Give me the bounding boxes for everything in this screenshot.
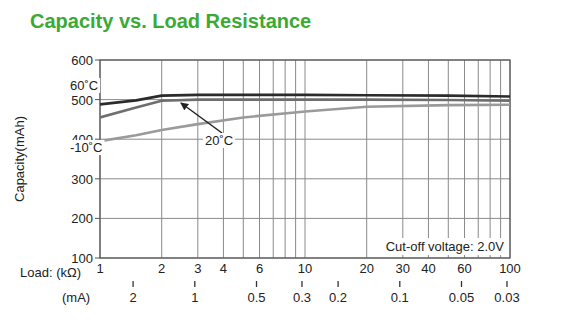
x-minor-grid-line	[500, 60, 501, 258]
x-grid-line	[428, 60, 429, 258]
x-tick-label: 2	[158, 261, 165, 276]
x-grid-line	[402, 60, 403, 258]
x2-tick	[132, 281, 133, 287]
y-tick	[95, 178, 100, 179]
title: Capacity vs. Load Resistance	[30, 10, 311, 32]
x2-tick-label: 0.2	[329, 290, 347, 305]
x2-axis-label: (mA)	[62, 290, 90, 305]
x-tick-label: 20	[359, 261, 373, 276]
series-label: 60˚C	[70, 78, 98, 93]
x2-tick-label: 0.3	[293, 290, 311, 305]
x-grid-line	[197, 60, 198, 258]
y-tick-label: 100	[71, 251, 93, 266]
y-tick	[95, 218, 100, 219]
y-tick	[95, 258, 100, 259]
x-minor-grid-line	[448, 60, 449, 258]
x-minor-grid-line	[295, 60, 296, 258]
x-minor-grid-line	[285, 60, 286, 258]
plot-frame	[100, 60, 510, 258]
x-minor-grid-line	[243, 60, 244, 258]
y-tick	[95, 99, 100, 100]
y-tick-label: 300	[71, 172, 93, 187]
x2-tick-label: 0.5	[247, 290, 265, 305]
x2-tick	[399, 281, 400, 287]
x2-tick	[337, 281, 338, 287]
grid	[100, 60, 510, 258]
x2-tick	[301, 281, 302, 287]
y-axis-label: Capacity(mAh)	[12, 116, 27, 202]
label-background	[203, 133, 235, 148]
x-grid-line	[259, 60, 260, 258]
label-background	[68, 140, 105, 155]
series-label: -10˚C	[70, 140, 103, 155]
x2-tick-label: 0.1	[391, 290, 409, 305]
y-tick	[95, 60, 100, 61]
y-tick-label: 600	[71, 53, 93, 68]
x2-tick-label: 0.05	[449, 290, 474, 305]
x2-tick-label: 2	[129, 290, 136, 305]
x2-tick	[256, 281, 257, 287]
x-tick-label: 1	[96, 261, 103, 276]
x-grid-line	[366, 60, 367, 258]
x-tick-label: 100	[499, 261, 521, 276]
x-tick-label: 10	[298, 261, 312, 276]
x2-tick-label: 0.03	[494, 290, 519, 305]
x-tick-label: 30	[396, 261, 410, 276]
chart: Capacity vs. Load Resistance100200300400…	[0, 0, 565, 329]
x-grid-line	[161, 60, 162, 258]
x-minor-grid-line	[478, 60, 479, 258]
x-grid-line	[223, 60, 224, 258]
x-grid-line	[464, 60, 465, 258]
x-tick-label: 4	[220, 261, 227, 276]
y-tick-label: 500	[71, 93, 93, 108]
x-axis-label: Load: (kΩ)	[20, 265, 81, 280]
label-background	[68, 78, 100, 93]
x-minor-grid-line	[490, 60, 491, 258]
annotation: Cut-off voltage: 2.0V	[386, 239, 505, 254]
y-tick-label: 200	[71, 211, 93, 226]
x2-tick	[506, 281, 507, 287]
annotation-background	[383, 238, 508, 255]
x2-tick-label: 1	[191, 290, 198, 305]
x-tick-label: 6	[256, 261, 263, 276]
x-tick-label: 60	[457, 261, 471, 276]
x-minor-grid-line	[273, 60, 274, 258]
series-line	[100, 100, 510, 118]
series-label: 20˚C	[205, 133, 233, 148]
x-grid-line	[305, 60, 306, 258]
lines	[100, 95, 510, 141]
series-line	[100, 105, 510, 141]
x-tick-label: 40	[421, 261, 435, 276]
x2-tick	[461, 281, 462, 287]
x-tick-label: 3	[194, 261, 201, 276]
x2-tick	[194, 281, 195, 287]
label-arrow	[181, 103, 222, 133]
